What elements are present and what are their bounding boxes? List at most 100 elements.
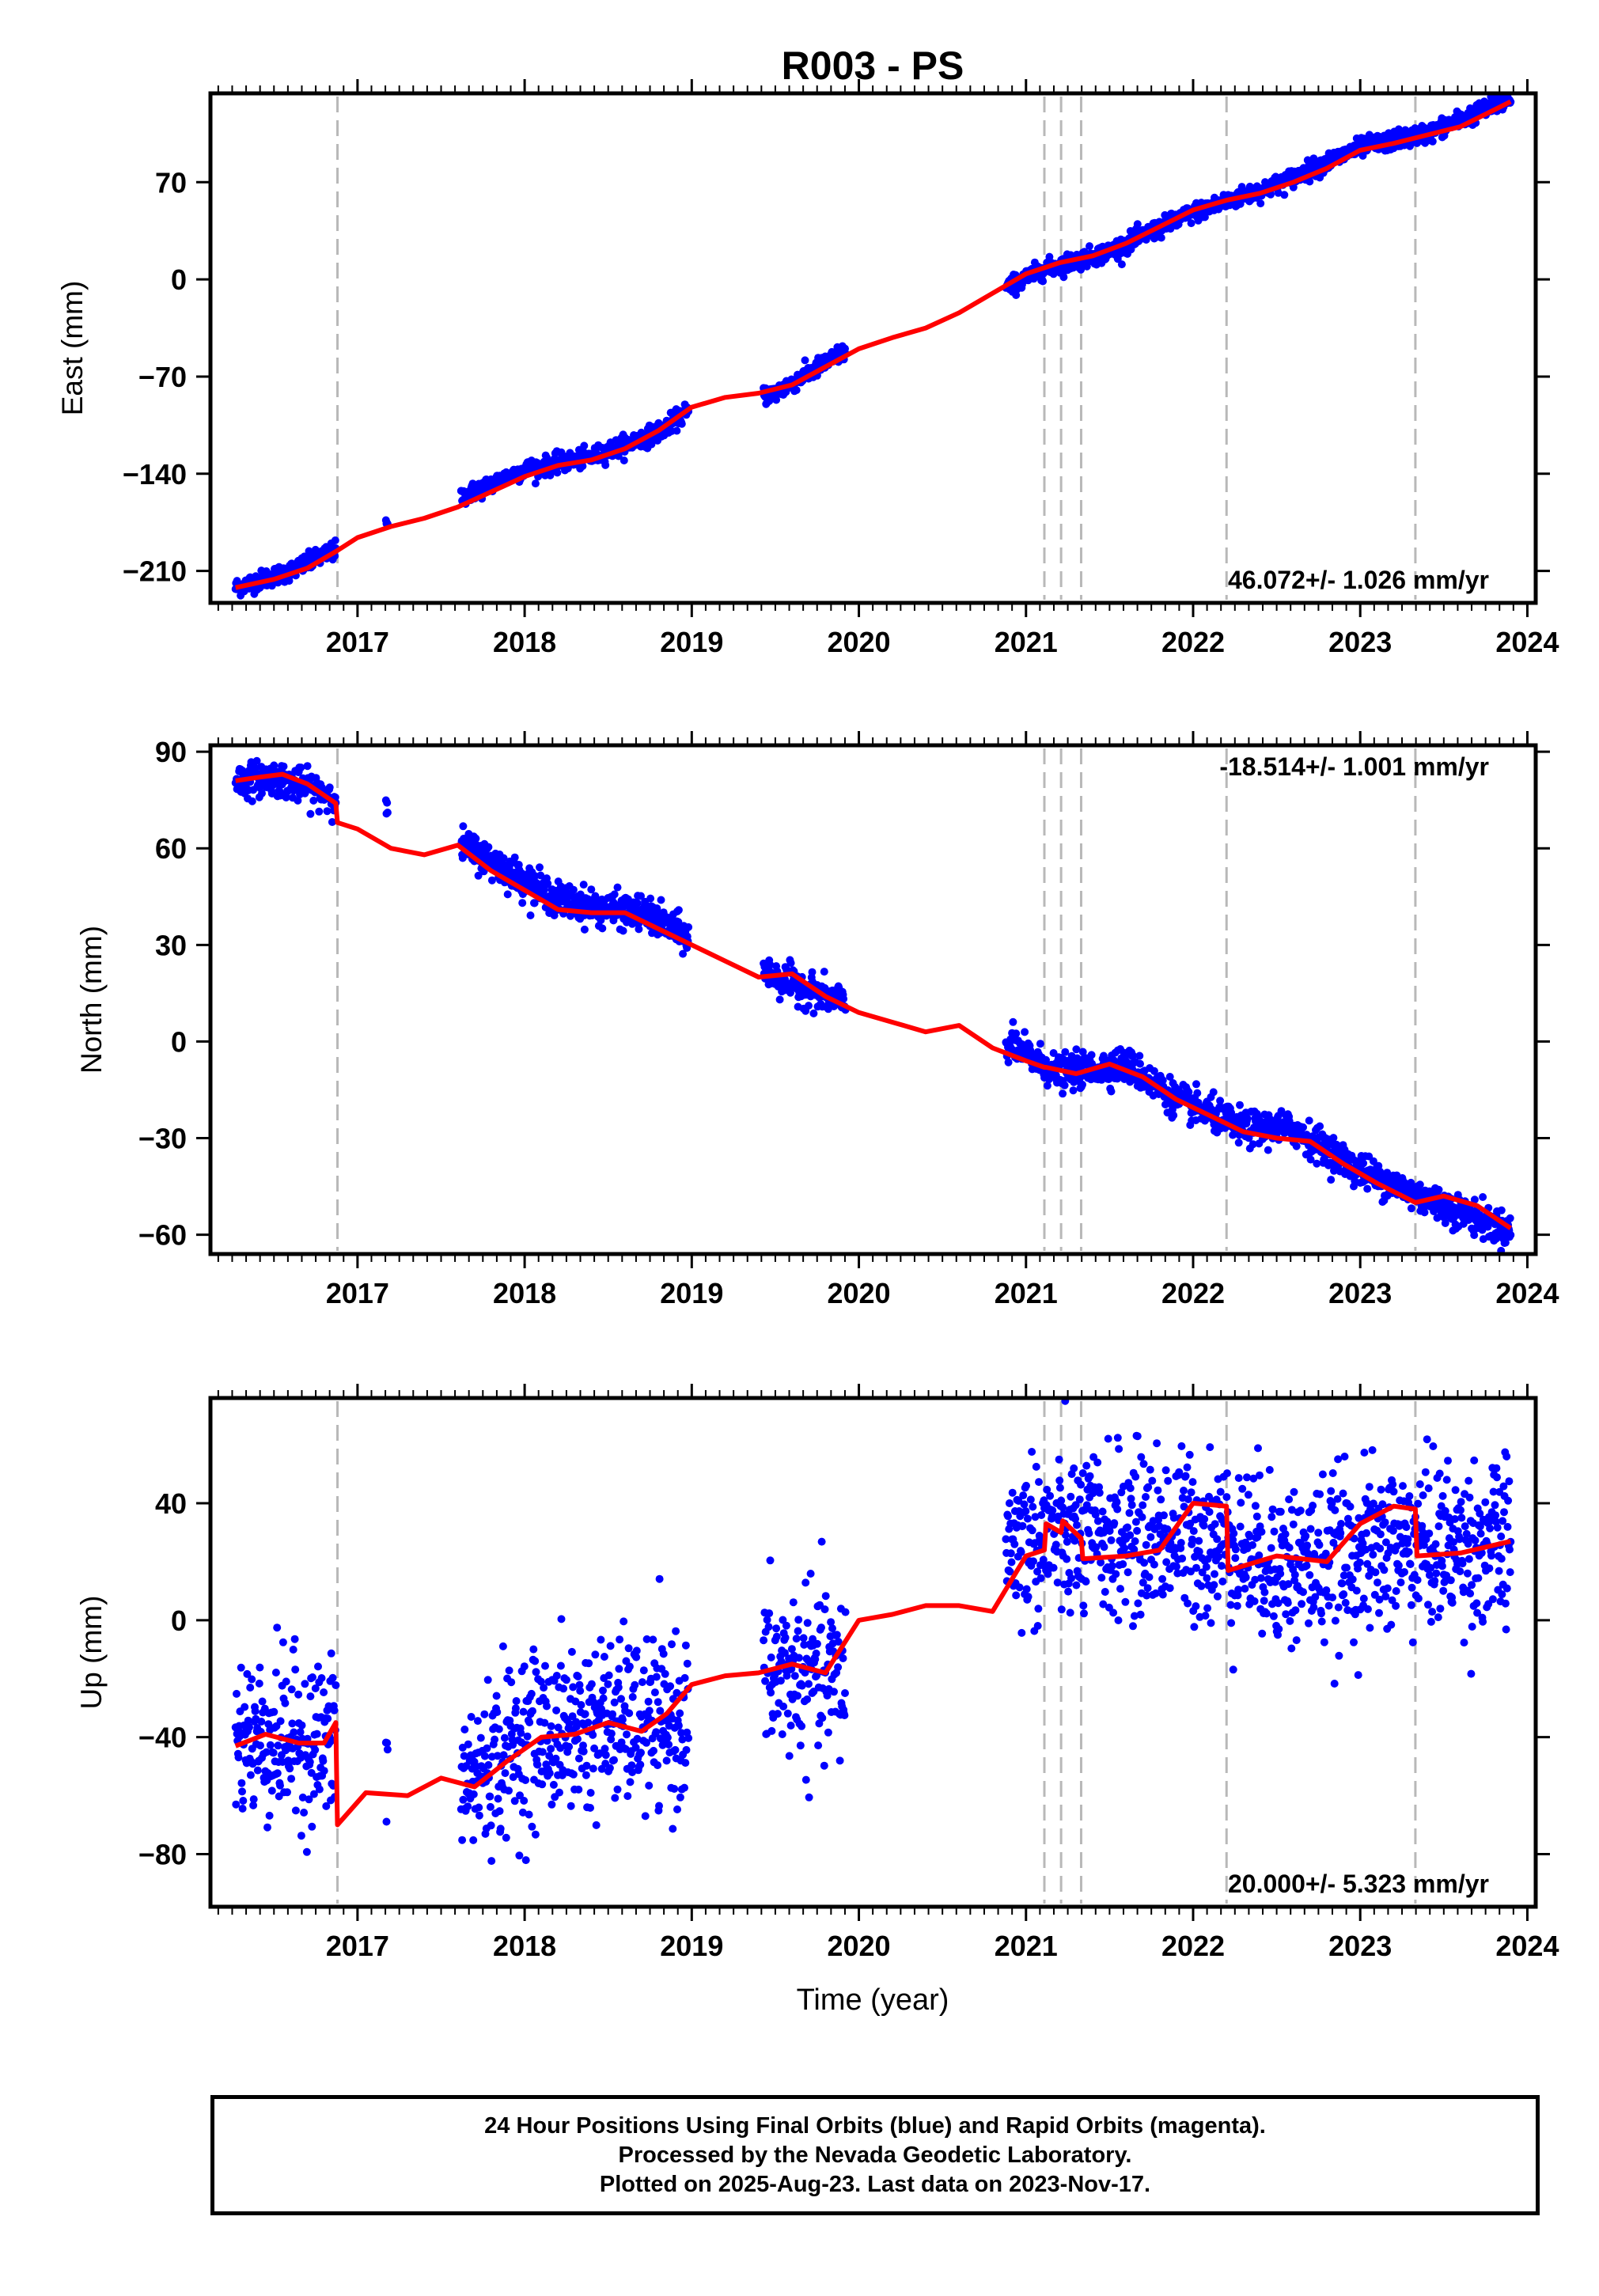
- data-point: [309, 1673, 316, 1681]
- data-point: [1470, 1231, 1479, 1240]
- data-point: [547, 1722, 555, 1730]
- data-point: [650, 1688, 659, 1697]
- data-point: [458, 1836, 467, 1844]
- data-point: [767, 1653, 775, 1661]
- data-point: [273, 1769, 282, 1778]
- data-point: [290, 1635, 299, 1643]
- data-point: [562, 1676, 570, 1684]
- data-point: [246, 1771, 255, 1779]
- data-point: [1107, 1087, 1116, 1096]
- data-point: [253, 1766, 262, 1775]
- x-tick-label: 2018: [493, 1930, 556, 1962]
- data-point: [263, 1823, 271, 1832]
- data-point: [512, 1697, 521, 1705]
- data-point: [646, 894, 655, 903]
- data-point: [502, 1833, 510, 1842]
- plot-area: [210, 93, 1536, 603]
- data-point: [676, 1793, 684, 1802]
- data-point: [301, 1680, 309, 1688]
- data-point: [313, 1730, 321, 1738]
- data-point: [663, 1733, 672, 1742]
- data-point: [657, 896, 665, 904]
- data-point: [297, 1832, 305, 1840]
- data-point: [684, 923, 693, 931]
- data-point: [1264, 1146, 1272, 1154]
- data-point: [383, 809, 392, 816]
- data-point: [303, 762, 312, 771]
- data-point: [467, 1713, 476, 1721]
- x-tick-label: 2017: [326, 1277, 389, 1309]
- data-point: [569, 1770, 578, 1779]
- data-point: [480, 1710, 489, 1718]
- data-point: [677, 419, 686, 428]
- data-point: [533, 1760, 542, 1769]
- velocity-label: -18.514+/- 1.001 mm/yr: [1219, 752, 1489, 781]
- data-point: [543, 1702, 551, 1711]
- data-point: [469, 1836, 478, 1844]
- data-point: [483, 1676, 492, 1684]
- data-point: [269, 1749, 278, 1757]
- data-point: [1136, 1059, 1144, 1068]
- data-point: [503, 890, 512, 899]
- data-point: [662, 1756, 671, 1765]
- x-tick-label: 2023: [1328, 1277, 1392, 1309]
- data-point: [669, 1824, 677, 1833]
- data-point: [623, 1730, 631, 1739]
- data-point: [382, 1817, 391, 1826]
- data-point: [580, 441, 589, 450]
- data-point: [486, 1792, 494, 1801]
- x-tick-label: 2023: [1328, 626, 1392, 658]
- x-tick-label: 2024: [1495, 1930, 1559, 1962]
- data-point: [314, 1662, 322, 1671]
- data-point: [1363, 1184, 1372, 1193]
- data-point: [232, 1800, 241, 1809]
- data-point: [507, 1678, 516, 1687]
- data-point: [281, 1699, 290, 1707]
- data-point: [273, 1623, 282, 1632]
- data-point: [586, 1789, 595, 1797]
- data-point: [599, 1694, 608, 1703]
- data-point: [291, 1806, 300, 1815]
- data-point: [315, 807, 324, 816]
- data-point: [520, 1797, 529, 1805]
- data-point: [296, 1728, 305, 1737]
- x-tick-label: 2019: [660, 1277, 723, 1309]
- data-point: [589, 1764, 597, 1773]
- data-point: [464, 1740, 472, 1749]
- y-tick-label: −70: [138, 361, 187, 393]
- data-point: [786, 959, 795, 968]
- data-point: [569, 885, 578, 894]
- data-point: [528, 1822, 536, 1831]
- y-tick-label: 90: [155, 736, 187, 768]
- x-tick-label: 2022: [1161, 626, 1225, 658]
- data-point: [527, 1689, 536, 1698]
- north-panel: 2017 2018 2019 2020 2021 2022 2023 2024 −60 −30 0 3…: [75, 731, 1559, 1309]
- data-point: [531, 1657, 540, 1665]
- data-point: [464, 1802, 472, 1811]
- data-point: [681, 1641, 690, 1650]
- east-panel: 2017 2018 2019 2020 2021 2022 2023 2024 −210 −140…: [56, 79, 1559, 658]
- y-tick-label: −60: [138, 1219, 187, 1252]
- data-point: [532, 1668, 540, 1677]
- data-point: [1009, 1017, 1017, 1026]
- data-point: [383, 798, 392, 807]
- data-point: [639, 1666, 648, 1675]
- data-point: [1329, 1134, 1338, 1142]
- x-tick-label: 2024: [1495, 1277, 1559, 1309]
- data-point: [624, 1644, 633, 1653]
- data-point: [1069, 1086, 1078, 1095]
- data-point: [520, 1662, 529, 1671]
- data-point: [1497, 1206, 1506, 1214]
- y-tick-label: 0: [171, 263, 187, 296]
- data-point: [1434, 1185, 1443, 1194]
- data-point: [518, 899, 527, 907]
- data-point: [567, 1647, 576, 1656]
- data-point: [1256, 199, 1265, 208]
- data-point: [1187, 219, 1195, 228]
- data-point: [649, 1635, 657, 1644]
- data-point: [1359, 1159, 1368, 1168]
- data-point: [760, 1636, 768, 1645]
- data-point: [584, 1718, 593, 1727]
- data-point: [297, 1721, 306, 1730]
- data-point: [637, 1749, 645, 1757]
